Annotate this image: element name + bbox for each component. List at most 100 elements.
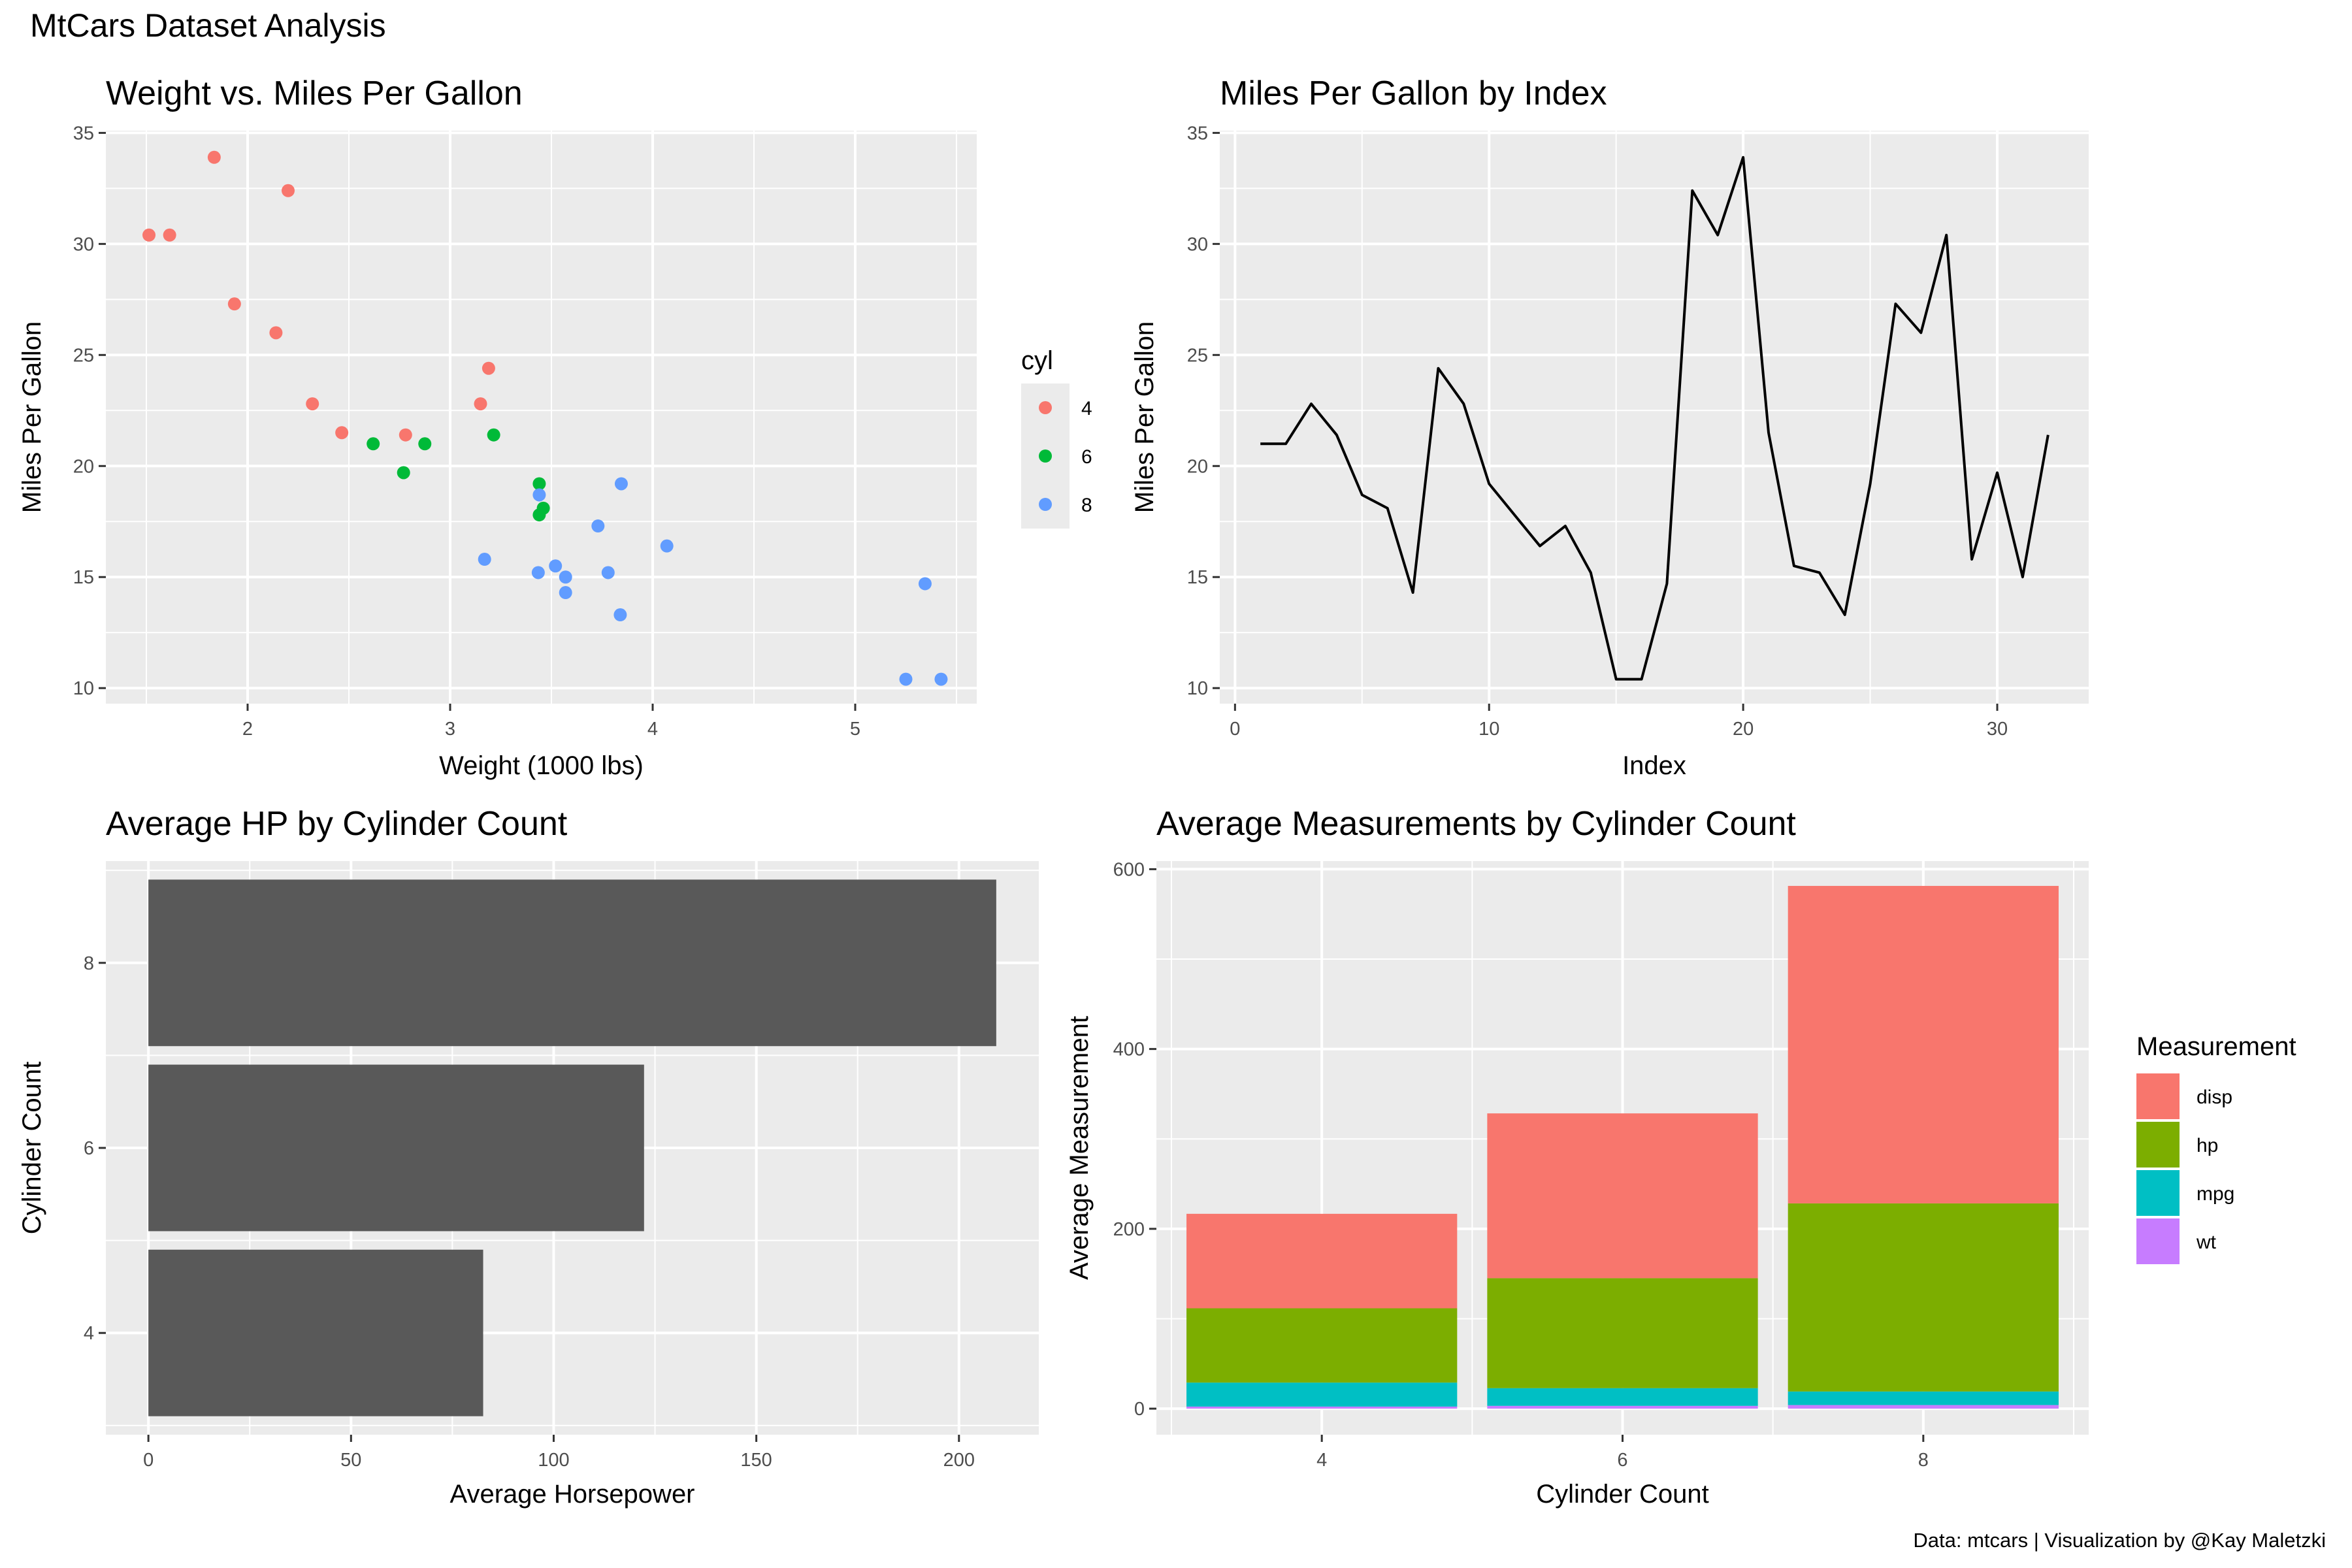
legend-cyl: cyl 4 6 8 bbox=[1021, 346, 1092, 529]
scatter-point bbox=[482, 361, 495, 375]
scatter-point bbox=[591, 519, 605, 533]
scatter-point bbox=[142, 228, 156, 242]
y-tick-label: 10 bbox=[73, 678, 94, 699]
scatter-point bbox=[531, 566, 545, 580]
scatter-point bbox=[227, 297, 241, 311]
y-tick-label: 600 bbox=[1113, 859, 1145, 880]
legend-swatch bbox=[1039, 401, 1052, 414]
legend-title: Measurement bbox=[2136, 1032, 2296, 1061]
x-tick-label: 4 bbox=[1316, 1450, 1327, 1471]
scatter-point bbox=[613, 608, 627, 622]
panel-background bbox=[106, 131, 977, 704]
x-tick-label: 8 bbox=[1918, 1450, 1929, 1471]
x-tick-label: 200 bbox=[943, 1450, 975, 1471]
scatter-point bbox=[532, 488, 546, 502]
y-tick-label: 30 bbox=[73, 234, 94, 255]
scatter-point bbox=[934, 672, 948, 686]
x-axis-label: Cylinder Count bbox=[1536, 1480, 1709, 1509]
chart-title: Miles Per Gallon by Index bbox=[1220, 74, 1607, 112]
y-tick-label: 8 bbox=[84, 953, 94, 974]
legend-label: 8 bbox=[1081, 495, 1092, 516]
y-axis-label: Miles Per Gallon bbox=[18, 321, 46, 513]
stacked-bar-mpg bbox=[1487, 1388, 1758, 1406]
stacked-bar-mpg bbox=[1186, 1382, 1458, 1407]
scatter-point bbox=[614, 477, 628, 491]
legend-label: disp bbox=[2197, 1086, 2232, 1108]
x-tick-label: 150 bbox=[740, 1450, 772, 1471]
stacked-bar-wt bbox=[1186, 1406, 1458, 1409]
stacked-bar-hp bbox=[1487, 1278, 1758, 1388]
y-tick-label: 10 bbox=[1187, 678, 1208, 699]
y-tick-label: 25 bbox=[1187, 345, 1208, 366]
stacked-bar-disp bbox=[1186, 1213, 1458, 1309]
y-tick-label: 4 bbox=[84, 1323, 94, 1344]
scatter-point bbox=[918, 577, 932, 591]
stacked-bar-hp bbox=[1186, 1308, 1458, 1383]
legend-label: 6 bbox=[1081, 446, 1092, 468]
scatter-point bbox=[306, 397, 319, 411]
legend-swatch bbox=[2136, 1073, 2180, 1119]
page-title: MtCars Dataset Analysis bbox=[30, 7, 386, 44]
y-tick-label: 30 bbox=[1187, 234, 1208, 255]
x-tick-label: 4 bbox=[647, 719, 658, 740]
panel-2: 0 10 20 30 10 15 20 25 30 35 Miles Per Gallon by I… bbox=[1130, 74, 2089, 780]
stacked-bar-hp bbox=[1788, 1203, 2059, 1392]
x-tick-label: 3 bbox=[445, 719, 455, 740]
y-tick-label: 6 bbox=[84, 1138, 94, 1159]
y-tick-label: 25 bbox=[73, 345, 94, 366]
legend-swatch bbox=[1039, 498, 1052, 511]
stacked-bar-disp bbox=[1487, 1113, 1758, 1279]
legend-label: 4 bbox=[1081, 398, 1092, 419]
panel-background bbox=[1220, 131, 2089, 704]
chart-title: Average Measurements by Cylinder Count bbox=[1156, 805, 1796, 843]
y-tick-label: 20 bbox=[1187, 456, 1208, 477]
panel-3: 0 50 100 150 200 4 6 8 Average HP by Cylinder Co… bbox=[18, 805, 1039, 1509]
hp-bar bbox=[148, 879, 996, 1047]
scatter-point bbox=[660, 539, 674, 553]
scatter-point bbox=[474, 397, 487, 411]
legend-title: cyl bbox=[1021, 346, 1053, 375]
stacked-bar-wt bbox=[1788, 1405, 2059, 1409]
legend-measurement: Measurement disp hp mpg wt bbox=[2136, 1032, 2296, 1264]
x-tick-label: 2 bbox=[242, 719, 253, 740]
y-tick-label: 15 bbox=[1187, 567, 1208, 588]
legend-swatch bbox=[1039, 449, 1052, 463]
y-tick-label: 35 bbox=[1187, 123, 1208, 144]
scatter-point bbox=[397, 466, 410, 480]
scatter-point bbox=[478, 553, 491, 566]
hp-bar bbox=[148, 1064, 644, 1232]
x-tick-label: 50 bbox=[340, 1450, 361, 1471]
y-axis-label: Miles Per Gallon bbox=[1130, 321, 1159, 513]
x-tick-label: 6 bbox=[1617, 1450, 1627, 1471]
scatter-point bbox=[418, 437, 432, 451]
x-tick-label: 0 bbox=[143, 1450, 154, 1471]
scatter-point bbox=[601, 566, 615, 580]
legend-label: hp bbox=[2197, 1135, 2218, 1156]
scatter-point bbox=[532, 477, 546, 491]
hp-bar bbox=[148, 1249, 483, 1416]
y-axis-label: Average Measurement bbox=[1065, 1016, 1094, 1280]
x-tick-label: 30 bbox=[1987, 719, 2008, 740]
y-tick-label: 35 bbox=[73, 123, 94, 144]
scatter-point bbox=[399, 428, 412, 442]
stacked-bar-mpg bbox=[1788, 1391, 2059, 1405]
y-axis-label: Cylinder Count bbox=[18, 1062, 46, 1235]
scatter-point bbox=[282, 184, 295, 197]
legend-swatch bbox=[2136, 1122, 2180, 1168]
y-tick-label: 200 bbox=[1113, 1219, 1145, 1240]
y-tick-label: 15 bbox=[73, 567, 94, 588]
legend-swatch bbox=[2136, 1218, 2180, 1264]
x-axis-label: Average Horsepower bbox=[449, 1480, 694, 1509]
scatter-point bbox=[207, 150, 221, 164]
stacked-bar-disp bbox=[1788, 885, 2059, 1203]
scatter-point bbox=[487, 428, 500, 442]
y-tick-label: 0 bbox=[1134, 1399, 1145, 1420]
scatter-point bbox=[559, 570, 572, 584]
y-tick-label: 400 bbox=[1113, 1039, 1145, 1060]
x-axis-label: Index bbox=[1622, 751, 1686, 780]
legend-swatch bbox=[2136, 1170, 2180, 1216]
scatter-point bbox=[269, 326, 283, 340]
scatter-point bbox=[532, 508, 546, 522]
